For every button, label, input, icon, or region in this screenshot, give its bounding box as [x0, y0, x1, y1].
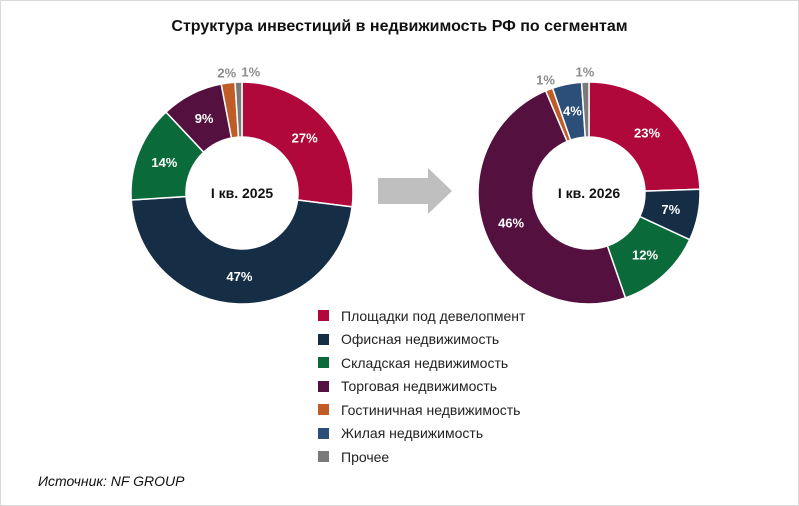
legend-label: Жилая недвижимость [341, 425, 484, 442]
slice-label: 1% [241, 65, 260, 80]
legend-item: Офисная недвижимость [318, 328, 678, 352]
legend-label: Офисная недвижимость [341, 331, 500, 348]
legend-item: Гостиничная недвижимость [318, 398, 678, 422]
slice-label: 4% [563, 104, 582, 119]
source-note: Источник: NF GROUP [38, 473, 185, 489]
legend-item: Жилая недвижимость [318, 422, 678, 446]
legend-label: Прочее [341, 448, 390, 465]
legend-swatch [318, 380, 329, 392]
donut-slice [130, 195, 353, 305]
legend-swatch [318, 310, 329, 322]
legend-label: Гостиничная недвижимость [341, 401, 521, 418]
slice-label: 47% [226, 269, 252, 284]
legend-label: Площадки под девелопмент [341, 307, 526, 324]
legend-swatch [318, 451, 329, 463]
arrow-icon [378, 168, 452, 214]
slice-label: 9% [195, 111, 214, 126]
legend-item: Прочее [318, 445, 678, 469]
donut-slice [477, 89, 627, 305]
donut-slice [234, 81, 243, 138]
donut-chart-2025: 27% 47% 14% 9% 2% 1% I кв. 2025 [130, 65, 354, 305]
legend-swatch [318, 357, 329, 369]
donut-center-label: I кв. 2026 [558, 185, 621, 201]
donut-slice [588, 81, 701, 192]
slice-label: 7% [661, 202, 680, 217]
legend-swatch [318, 333, 329, 345]
legend-swatch [318, 404, 329, 416]
legend-label: Складская недвижимость [341, 354, 509, 371]
slice-label: 1% [536, 73, 555, 88]
legend-item: Площадки под девелопмент [318, 304, 678, 328]
slice-label: 27% [292, 130, 318, 145]
slice-label: 23% [634, 125, 660, 140]
slice-label: 12% [632, 247, 658, 262]
donut-center-label: I кв. 2025 [211, 185, 274, 201]
chart-title: Структура инвестиций в недвижимость РФ п… [171, 18, 628, 35]
legend-label: Торговая недвижимость [341, 378, 498, 395]
slice-label: 1% [576, 65, 595, 80]
legend: Площадки под девелопмент Офисная недвижи… [318, 304, 678, 469]
donut-slice [580, 81, 590, 138]
legend-swatch [318, 427, 329, 439]
donut-slice [241, 81, 354, 208]
legend-item: Торговая недвижимость [318, 375, 678, 399]
donut-chart-2026: 23% 7% 12% 46% 4% 1% 1% I кв. 2026 [477, 65, 701, 305]
slice-label: 14% [151, 155, 177, 170]
slice-label: 46% [498, 216, 524, 231]
slice-label: 2% [217, 65, 236, 80]
legend-item: Складская недвижимость [318, 351, 678, 375]
